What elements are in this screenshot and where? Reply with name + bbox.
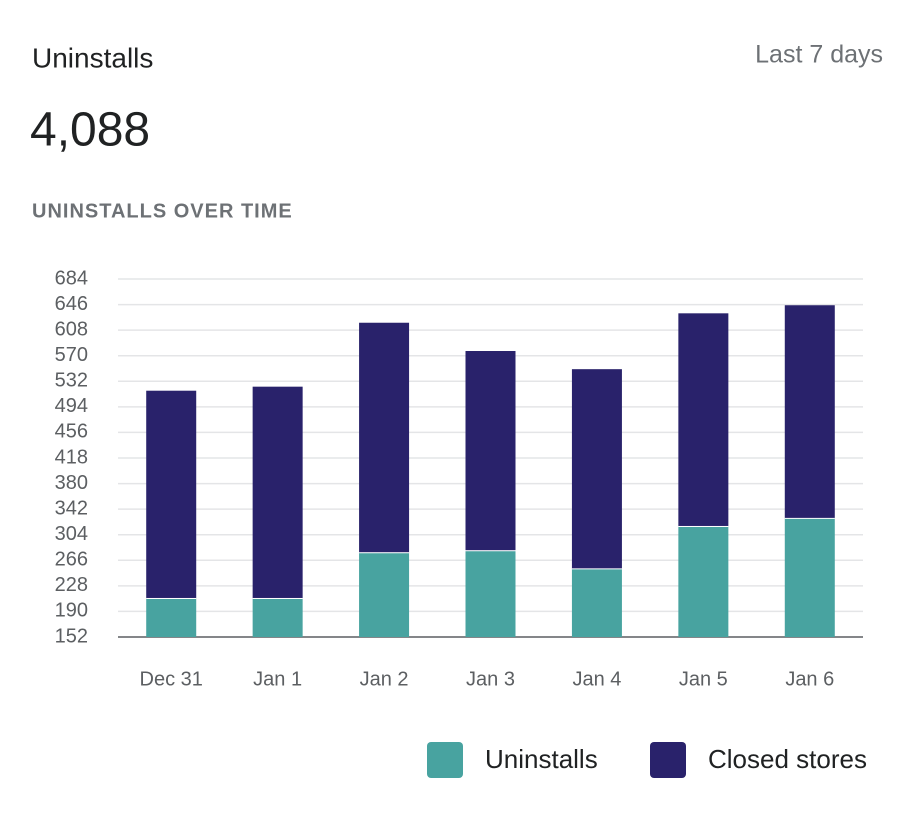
y-tick-label: 380 — [55, 472, 88, 494]
y-tick-label: 532 — [55, 370, 88, 392]
bar-segment — [146, 390, 197, 598]
bar-segment — [571, 369, 622, 569]
x-tick-label: Jan 3 — [466, 668, 515, 690]
x-tick-label: Dec 31 — [140, 668, 203, 690]
bar-segment — [678, 313, 729, 526]
period-label: Last 7 days — [755, 41, 883, 69]
x-tick-label: Jan 2 — [360, 668, 409, 690]
bar-segment — [252, 597, 303, 637]
legend-swatch — [650, 742, 686, 778]
y-tick-label: 342 — [55, 497, 88, 519]
y-tick-label: 456 — [55, 421, 88, 443]
bar-segment — [252, 386, 303, 598]
y-tick-label: 266 — [55, 549, 88, 571]
y-tick-label: 190 — [55, 600, 88, 622]
y-tick-label: 608 — [55, 318, 88, 340]
bar-segment — [359, 552, 410, 637]
y-tick-label: 646 — [55, 293, 88, 315]
bar-segment — [359, 322, 410, 553]
y-tick-label: 684 — [55, 267, 88, 289]
x-tick-label: Jan 5 — [679, 668, 728, 690]
chart-title: UNINSTALLS OVER TIME — [32, 200, 293, 222]
bar-segment — [465, 351, 516, 551]
card-title: Uninstalls — [32, 42, 153, 73]
x-tick-label: Jan 4 — [572, 668, 621, 690]
y-tick-label: 228 — [55, 574, 88, 596]
legend-label: Uninstalls — [485, 744, 598, 774]
bar-segment — [678, 525, 729, 637]
x-tick-label: Jan 1 — [253, 668, 302, 690]
y-tick-label: 418 — [55, 446, 88, 468]
legend-label: Closed stores — [708, 744, 867, 774]
bar-segment — [784, 305, 835, 518]
bar-segment — [146, 597, 197, 637]
bar-segment — [571, 568, 622, 637]
bar-segment — [465, 550, 516, 637]
y-tick-label: 570 — [55, 344, 88, 366]
legend-swatch — [427, 742, 463, 778]
x-tick-label: Jan 6 — [785, 668, 834, 690]
y-tick-label: 494 — [55, 395, 88, 417]
bar-segment — [784, 517, 835, 637]
y-tick-label: 152 — [55, 625, 88, 647]
y-tick-label: 304 — [55, 523, 88, 545]
total-value: 4,088 — [30, 104, 150, 157]
